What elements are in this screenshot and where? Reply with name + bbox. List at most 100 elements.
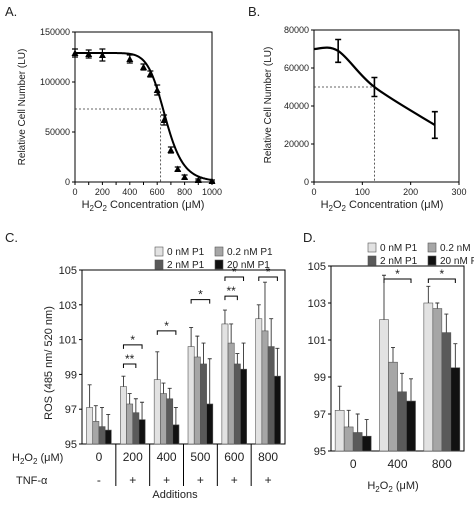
panel-c-xlabel: Additions <box>152 489 198 501</box>
panel-a-data-point <box>126 55 134 62</box>
panel-a-xtick-label: 600 <box>150 187 165 197</box>
panel-d-bar <box>450 367 461 452</box>
panel-c-bar <box>120 386 127 445</box>
panel-c-ylabel-text: ROS (485 nm/ 520 nm) <box>43 306 55 420</box>
panel-c-error-bar <box>100 407 105 427</box>
panel-b-curve <box>313 46 436 126</box>
panel-a-data-point <box>174 165 182 172</box>
panel-c-row1-sub2: 2 <box>33 457 38 466</box>
panel-a-xlabel-sub1: 2 <box>90 204 95 213</box>
panel-c-bar <box>240 368 247 445</box>
panel-d-bar <box>388 361 398 452</box>
panel-d-significance-bracket <box>427 278 456 283</box>
panel-c-plot: 9597991011031050-200+400+500+600+800+***… <box>59 265 286 487</box>
panel-c-legend-label: 0 nM P1 <box>167 247 205 258</box>
panel-d-legend-swatch <box>367 242 377 253</box>
panel-c-error-bar <box>207 358 212 404</box>
panel-a-xlabel-rest: Concentration (μM) <box>107 199 204 211</box>
panel-d-error-bar <box>337 385 342 411</box>
panel-d-ytick-label: 103 <box>308 298 326 310</box>
panel-c-bar <box>273 375 281 445</box>
panel-c-ytick-label: 103 <box>59 300 77 312</box>
panel-a-xtick-label: 0 <box>72 187 77 197</box>
panel-c-significance-label: * <box>130 333 135 347</box>
panel-c-bar <box>98 426 106 445</box>
panel-d-bar <box>432 308 443 452</box>
panel-c-bar <box>221 323 229 445</box>
panel-d-significance-bracket <box>383 278 412 283</box>
panel-a-data-point <box>98 51 106 58</box>
panel-c-error-bar <box>269 318 274 347</box>
panel-d-error-bar <box>355 413 360 433</box>
panel-a-plot: 0 200 400 600 800 1000 0 50000 100000 150000 <box>40 27 222 197</box>
panel-c-error-bar <box>87 384 92 408</box>
panel-c-bar <box>261 330 269 445</box>
panel-b-ytick-label: 0 <box>304 177 309 187</box>
panel-d-error-bar <box>426 285 431 303</box>
panel-d-bar <box>406 400 416 452</box>
panel-b-error-bar <box>371 76 378 98</box>
panel-b-reference-line <box>314 86 375 182</box>
panel-c-bar <box>166 398 174 445</box>
panel-a-data-point <box>181 173 189 180</box>
panel-c-tnf-label: - <box>97 473 101 487</box>
panel-b-xlabel-prefix: H <box>321 199 329 211</box>
panel-d-xlabel-sub1: 2 <box>375 485 380 494</box>
panel-c-category-label: 400 <box>157 450 177 464</box>
panel-d-ytick-label: 97 <box>314 409 326 421</box>
panel-d-error-bar <box>444 313 449 333</box>
panel-b-xlabel-sub2: 2 <box>342 204 347 213</box>
panel-c-significance-label: * <box>198 288 203 302</box>
panel-a-ylabel-text: Relative Cell Number (LU) <box>17 49 28 166</box>
panel-d-ytick-label: 95 <box>314 446 326 458</box>
panel-b-xtick-label: 0 <box>311 187 316 197</box>
panel-c-row2-label: TNF-α <box>16 475 48 487</box>
panel-c-row1-rest: (μM) <box>37 452 63 464</box>
panel-d-error-bar <box>453 343 458 368</box>
panel-c-significance-bracket <box>156 330 177 335</box>
panel-b-ylabel-text: Relative Cell Number (LU) <box>263 47 274 164</box>
panel-c-bar <box>160 393 167 445</box>
panel-b-xlabel-o: O <box>333 199 342 211</box>
panel-c-error-bar <box>262 281 267 331</box>
panel-c-ylabel: ROS (485 nm/ 520 nm) <box>43 306 55 420</box>
panel-c-category-label: 0 <box>96 450 103 464</box>
panel-b-ylabel: Relative Cell Number (LU) <box>263 47 274 164</box>
panel-a-data-point <box>140 63 147 70</box>
panel-a-frame <box>74 31 213 183</box>
panel-d-ytick-label: 101 <box>308 335 326 347</box>
panel-d-bar <box>352 432 363 452</box>
panel-c-bar <box>92 421 100 445</box>
panel-c-bar <box>126 403 134 445</box>
panel-a-xtick-label: 200 <box>95 187 110 197</box>
panel-c-tnf-label: + <box>231 473 238 487</box>
panel-c: C. ROS (485 nm/ 520 nm) 0 nM P1 0.2 nM P1… <box>5 230 286 501</box>
panel-d-legend: 0 nM P1 0.2 nM P1 2 nM P1 20 nM P1 <box>367 242 474 267</box>
panel-b-xtick-label: 300 <box>451 187 466 197</box>
panel-d-xlabel-h: H <box>367 480 375 492</box>
panel-d-bar <box>334 409 345 452</box>
panel-d-bar <box>379 319 389 452</box>
panel-b-error-bar <box>431 110 438 140</box>
panel-a-ytick-label: 100000 <box>40 77 70 87</box>
panel-a-data-point <box>146 70 154 77</box>
panel-b-ytick-label: 40000 <box>284 101 309 111</box>
panel-c-tnf-label: + <box>129 473 136 487</box>
panel-a-xlabel-sub2: 2 <box>103 204 108 213</box>
panel-d-error-bar <box>435 302 440 309</box>
panel-c-legend-label: 2 nM P1 <box>167 260 205 271</box>
panel-b-error-bar <box>335 38 342 64</box>
panel-a-data-point <box>208 177 216 184</box>
panel-d-letter: D. <box>303 230 316 245</box>
panel-d-significance-label: * <box>439 267 444 281</box>
panel-a-ylabel: Relative Cell Number (LU) <box>17 49 28 166</box>
panel-a-reference-line <box>75 108 162 182</box>
panel-b-xlabel-rest: Concentration (μM) <box>346 199 443 211</box>
panel-c-bar <box>267 346 275 445</box>
panel-d-ytick-label: 99 <box>314 372 326 384</box>
panel-c-significance-label: * <box>232 265 237 279</box>
panel-c-error-bar <box>201 342 206 364</box>
panel-d-legend-label: 0 nM P1 <box>380 243 418 254</box>
